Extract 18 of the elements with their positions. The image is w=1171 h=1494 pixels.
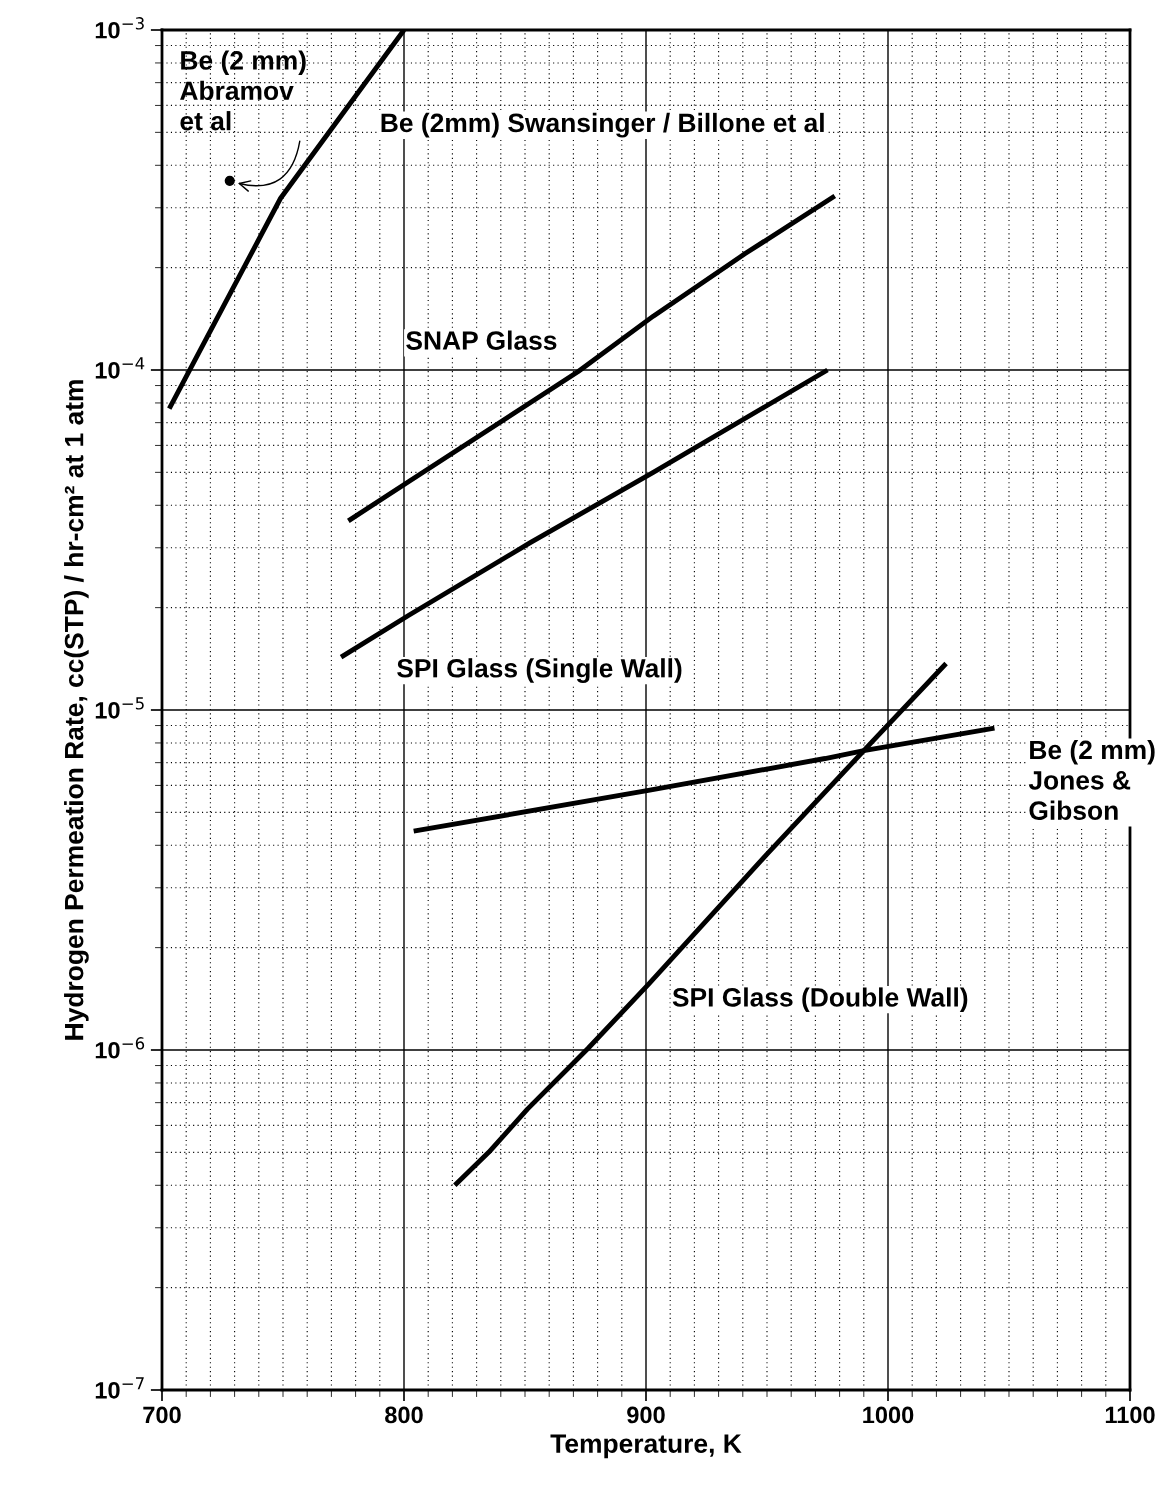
series-label: SNAP Glass xyxy=(406,330,557,350)
y-tick-label: 10$^{−6}$ xyxy=(95,1037,145,1059)
x-axis-title: Temperature, K xyxy=(550,1434,742,1459)
series-label: Be (2mm) Swansinger / Billone et al xyxy=(381,112,824,138)
x-tick-label: 1100 xyxy=(1105,1406,1155,1424)
y-axis-title: Hydrogen Permeation Rate, cc(STP) / hr-cm² at 1 atm xyxy=(64,380,89,1040)
x-tick-label: 700 xyxy=(143,1406,181,1424)
series-label: Be (2 mm) Jones & Gibson xyxy=(1028,739,1155,820)
series-label: SPI Glass (Single Wall) xyxy=(397,658,682,683)
text: Be (2 mm) Abramov et al xyxy=(180,50,306,131)
y-tick-label: 10$^{−7}$ xyxy=(95,1377,144,1399)
y-tick-label: 10$^{−3}$ xyxy=(95,17,144,39)
x-tick-label: 800 xyxy=(385,1406,423,1424)
y-tick-label: 10$^{−5}$ xyxy=(95,697,144,719)
y-tick-label: 10$^{−4}$ xyxy=(95,357,145,379)
x-tick-label: 1000 xyxy=(863,1406,914,1424)
x-tick-label: 900 xyxy=(627,1406,665,1424)
series-label: SPI Glass (Double Wall) xyxy=(672,987,968,1012)
